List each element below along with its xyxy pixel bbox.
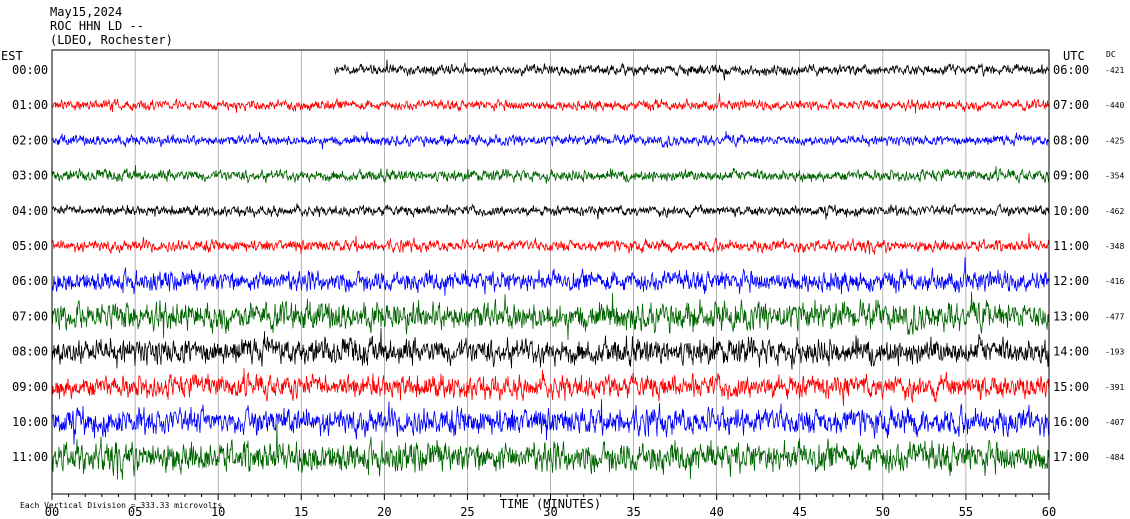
dc-offset-label: -416 — [1105, 277, 1124, 286]
est-hour-label: 06:00 — [12, 274, 48, 288]
est-hour-label: 05:00 — [12, 239, 48, 253]
est-hour-label: 00:00 — [12, 63, 48, 77]
dc-offset-label: -484 — [1105, 453, 1124, 462]
x-tick-label: 60 — [1042, 505, 1056, 519]
dc-offset-label: -407 — [1105, 418, 1124, 427]
est-hour-label: 11:00 — [12, 450, 48, 464]
axis-labels: 00 05 10 15 20 25 30 35 40 45 50 55 60 TIME (MINUTES)… — [1, 49, 1124, 519]
x-tick-label: 05 — [128, 505, 142, 519]
utc-hour-label: 12:00 — [1053, 274, 1089, 288]
x-tick-label: 35 — [626, 505, 640, 519]
dc-offset-label: -421 — [1105, 66, 1124, 75]
est-axis-label: EST — [1, 49, 23, 63]
seismic-trace — [51, 93, 1050, 114]
utc-hour-label: 06:00 — [1053, 63, 1089, 77]
utc-hour-label: 17:00 — [1053, 450, 1089, 464]
seismic-trace — [51, 257, 1050, 296]
est-hour-label: 09:00 — [12, 380, 48, 394]
dc-offset-label: -425 — [1105, 136, 1124, 145]
x-tick-label: 40 — [709, 505, 723, 519]
x-tick-label: 15 — [294, 505, 308, 519]
seismic-trace — [51, 399, 1050, 445]
dc-offset-label: -348 — [1105, 242, 1124, 251]
x-tick-label: 00 — [45, 505, 59, 519]
x-tick-label: 30 — [543, 505, 557, 519]
utc-hour-label: 08:00 — [1053, 133, 1089, 147]
est-hour-label: 08:00 — [12, 345, 48, 359]
seismic-trace — [51, 291, 1050, 340]
dc-offset-label: -193 — [1105, 348, 1124, 357]
utc-hour-label: 10:00 — [1053, 204, 1089, 218]
dc-label: DC — [1106, 50, 1116, 59]
dc-offset-label: -391 — [1105, 383, 1124, 392]
est-hour-label: 07:00 — [12, 309, 48, 323]
est-hour-label: 01:00 — [12, 98, 48, 112]
x-axis-title: TIME (MINUTES) — [500, 497, 601, 511]
chart-title: May15,2024 — [50, 5, 123, 19]
utc-hour-label: 13:00 — [1053, 309, 1089, 323]
est-hour-label: 03:00 — [12, 169, 48, 183]
est-hour-label: 02:00 — [12, 133, 48, 147]
dc-offset-label: -477 — [1105, 312, 1124, 321]
seismic-trace — [51, 131, 1050, 150]
utc-hour-label: 16:00 — [1053, 415, 1089, 429]
seismic-trace — [51, 233, 1050, 255]
seismic-trace — [51, 165, 1050, 185]
seismic-trace — [334, 59, 1050, 81]
x-tick-label: 55 — [959, 505, 973, 519]
x-tick-label: 25 — [460, 505, 474, 519]
seismic-trace — [51, 328, 1050, 370]
utc-hour-label: 07:00 — [1053, 98, 1089, 112]
station-location: (LDEO, Rochester) — [50, 33, 173, 47]
utc-hour-label: 11:00 — [1053, 239, 1089, 253]
x-axis-ticks — [51, 494, 1050, 500]
utc-hour-label: 09:00 — [1053, 169, 1089, 183]
dc-offset-label: -462 — [1105, 207, 1124, 216]
trace-group — [51, 59, 1050, 480]
utc-hour-label: 14:00 — [1053, 345, 1089, 359]
dc-offset-label: -354 — [1105, 172, 1124, 181]
utc-hour-label: 15:00 — [1053, 380, 1089, 394]
dc-offset-label: -440 — [1105, 101, 1124, 110]
x-tick-label: 20 — [377, 505, 391, 519]
x-tick-label: 10 — [211, 505, 225, 519]
seismic-trace — [51, 202, 1050, 220]
est-hour-label: 04:00 — [12, 204, 48, 218]
seismic-trace — [51, 423, 1050, 480]
utc-axis-label: UTC — [1063, 49, 1085, 63]
station-code: ROC HHN LD -- — [50, 19, 144, 33]
seismic-trace — [51, 368, 1050, 407]
x-tick-label: 50 — [876, 505, 890, 519]
est-hour-label: 10:00 — [12, 415, 48, 429]
x-tick-label: 45 — [793, 505, 807, 519]
scale-note: Each Vertical Division = 333.33 microvol… — [20, 501, 222, 510]
